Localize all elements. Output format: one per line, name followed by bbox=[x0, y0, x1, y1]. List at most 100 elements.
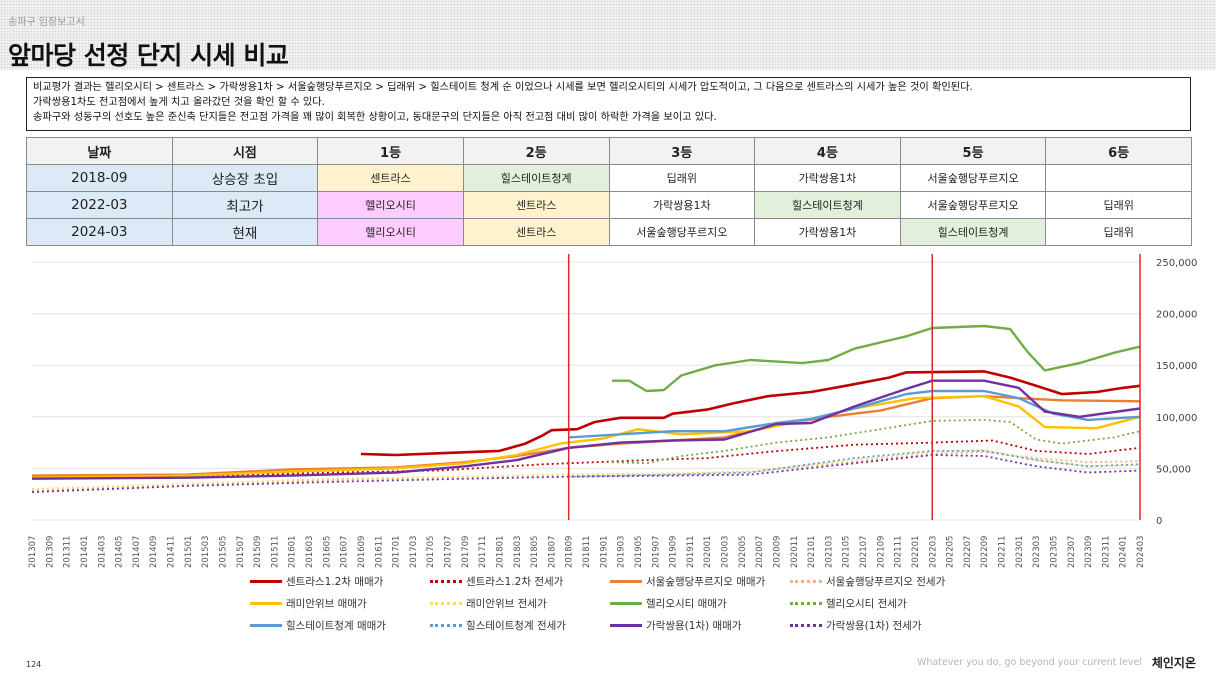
series-line bbox=[31, 448, 1141, 490]
y-tick-label: 100,000 bbox=[1156, 413, 1197, 424]
cell-rank: 가락쌍용1차 bbox=[754, 218, 901, 246]
cell-rank: 센트라스 bbox=[462, 218, 610, 246]
x-tick-label: 202309 bbox=[1084, 536, 1094, 568]
brand-name: 체인지온 bbox=[1151, 656, 1196, 670]
cell-date: 2018-09 bbox=[26, 164, 173, 192]
x-tick-label: 201805 bbox=[530, 536, 540, 568]
legend-item: 서울숲행당푸르지오 전세가 bbox=[790, 574, 945, 589]
legend-label: 서울숲행당푸르지오 전세가 bbox=[826, 576, 946, 588]
x-tick-label: 202403 bbox=[1136, 536, 1146, 568]
cell-rank: 힐스테이트청계 bbox=[899, 218, 1047, 246]
footer-tagline: Whatever you do, go beyond your current … bbox=[916, 657, 1142, 668]
series-line bbox=[31, 454, 1141, 493]
x-tick-label: 202107 bbox=[859, 536, 869, 568]
x-tick-label: 202201 bbox=[911, 536, 921, 568]
x-tick-label: 201709 bbox=[461, 536, 471, 568]
x-tick-label: 201601 bbox=[288, 536, 298, 568]
x-tick-label: 201909 bbox=[669, 536, 679, 568]
x-tick-label: 202401 bbox=[1119, 536, 1129, 568]
legend-swatch bbox=[250, 580, 282, 583]
cell-rank: 힐스테이트청계 bbox=[462, 164, 610, 192]
x-tick-label: 202311 bbox=[1101, 536, 1111, 568]
legend-item: 힐스테이트청계 전세가 bbox=[430, 618, 566, 633]
y-tick-label: 0 bbox=[1156, 516, 1162, 527]
x-tick-label: 201701 bbox=[392, 536, 402, 568]
cell-date: 2022-03 bbox=[26, 191, 173, 219]
legend-label: 헬리오시티 매매가 bbox=[646, 598, 727, 610]
table-row: 2024-03 현재 헬리오시티 센트라스 서울숲행당푸르지오 가락쌍용1차 힐… bbox=[26, 218, 1192, 246]
legend-label: 가락쌍용(1차) 전세가 bbox=[826, 620, 922, 632]
series-line bbox=[31, 394, 1141, 479]
header-rank-3: 3등 bbox=[608, 137, 756, 165]
series-line bbox=[31, 379, 1141, 480]
y-tick-label: 250,000 bbox=[1156, 258, 1197, 269]
cell-rank: 헬리오시티 bbox=[317, 218, 464, 246]
cell-rank: 서울숲행당푸르지오 bbox=[899, 191, 1047, 219]
x-tick-label: 201907 bbox=[651, 536, 661, 568]
x-tick-label: 201411 bbox=[167, 536, 177, 568]
report-subtitle: 송파구 임장보고서 bbox=[8, 17, 85, 28]
legend-swatch bbox=[610, 624, 642, 627]
x-tick-label: 201803 bbox=[513, 536, 523, 568]
cell-rank: 서울숲행당푸르지오 bbox=[899, 164, 1047, 192]
x-tick-label: 201607 bbox=[340, 536, 350, 568]
description-line: 송파구와 성동구의 선호도 높은 준신축 단지들은 전고점 가격을 꽤 많이 회… bbox=[33, 112, 717, 123]
x-tick-label: 201307 bbox=[28, 536, 38, 568]
legend-swatch bbox=[250, 602, 282, 605]
legend-item: 헬리오시티 매매가 bbox=[610, 596, 727, 611]
legend-item: 센트라스1.2차 전세가 bbox=[430, 574, 563, 589]
legend-swatch bbox=[610, 580, 642, 583]
table-row: 2018-09 상승장 초입 센트라스 힐스테이트청계 딥래위 가락쌍용1차 서… bbox=[26, 164, 1192, 192]
x-tick-label: 201401 bbox=[80, 536, 90, 568]
x-tick-label: 202109 bbox=[876, 536, 886, 568]
series-line bbox=[568, 449, 1141, 478]
legend-item: 래미안위브 전세가 bbox=[430, 596, 547, 611]
legend-swatch bbox=[430, 624, 462, 627]
legend-item: 가락쌍용(1차) 매매가 bbox=[610, 618, 742, 633]
cell-point: 최고가 bbox=[171, 191, 319, 219]
legend-swatch bbox=[790, 624, 822, 627]
x-tick-label: 201505 bbox=[218, 536, 228, 568]
x-tick-label: 202307 bbox=[1067, 536, 1077, 568]
y-tick-label: 150,000 bbox=[1156, 361, 1197, 372]
legend-item: 래미안위브 매매가 bbox=[250, 596, 367, 611]
x-tick-label: 201901 bbox=[599, 536, 609, 568]
x-tick-label: 201905 bbox=[634, 536, 644, 568]
series-line bbox=[360, 370, 1141, 457]
cell-rank: 딥래위 bbox=[608, 164, 756, 192]
legend-swatch bbox=[790, 602, 822, 605]
legend-swatch bbox=[430, 580, 462, 583]
header-rank-5: 5등 bbox=[899, 137, 1047, 165]
series-line bbox=[31, 450, 1141, 492]
cell-rank: 헬리오시티 bbox=[317, 191, 464, 219]
description-line: 가락쌍용1차도 전고점에서 높게 치고 올라갔던 것을 확인 할 수 있다. bbox=[33, 97, 325, 108]
x-tick-label: 201807 bbox=[547, 536, 557, 568]
x-tick-label: 202101 bbox=[807, 536, 817, 568]
legend-swatch bbox=[610, 602, 642, 605]
legend-label: 래미안위브 전세가 bbox=[466, 598, 547, 610]
x-tick-label: 201609 bbox=[357, 536, 367, 568]
y-tick-label: 50,000 bbox=[1156, 464, 1191, 475]
header-rank-1: 1등 bbox=[317, 137, 464, 165]
cell-rank: 센트라스 bbox=[462, 191, 610, 219]
x-tick-label: 201809 bbox=[565, 536, 575, 568]
legend-label: 센트라스1.2차 매매가 bbox=[286, 576, 384, 588]
x-tick-label: 201603 bbox=[305, 536, 315, 568]
x-tick-label: 201405 bbox=[115, 536, 125, 568]
x-tick-label: 201311 bbox=[63, 536, 73, 568]
x-tick-label: 202007 bbox=[755, 536, 765, 568]
cell-rank: 힐스테이트청계 bbox=[754, 191, 901, 219]
legend-swatch bbox=[430, 602, 462, 605]
x-tick-label: 202209 bbox=[980, 536, 990, 568]
rank-table: 날짜 시점 1등 2등 3등 4등 5등 6등 2018-09 상승장 초입 센… bbox=[26, 137, 1192, 246]
legend-label: 래미안위브 매매가 bbox=[286, 598, 367, 610]
x-tick-label: 202207 bbox=[963, 536, 973, 568]
legend-label: 가락쌍용(1차) 매매가 bbox=[646, 620, 742, 632]
description-line: 비교평가 결과는 헬리오시티 > 센트라스 > 가락쌍용1차 > 서울숲행당푸르… bbox=[33, 82, 973, 93]
x-tick-label: 201705 bbox=[426, 536, 436, 568]
legend-item: 센트라스1.2차 매매가 bbox=[250, 574, 383, 589]
x-tick-label: 201501 bbox=[184, 536, 194, 568]
cell-point: 현재 bbox=[171, 218, 319, 246]
series-line bbox=[31, 394, 1141, 477]
legend-label: 서울숲행당푸르지오 매매가 bbox=[646, 576, 766, 588]
